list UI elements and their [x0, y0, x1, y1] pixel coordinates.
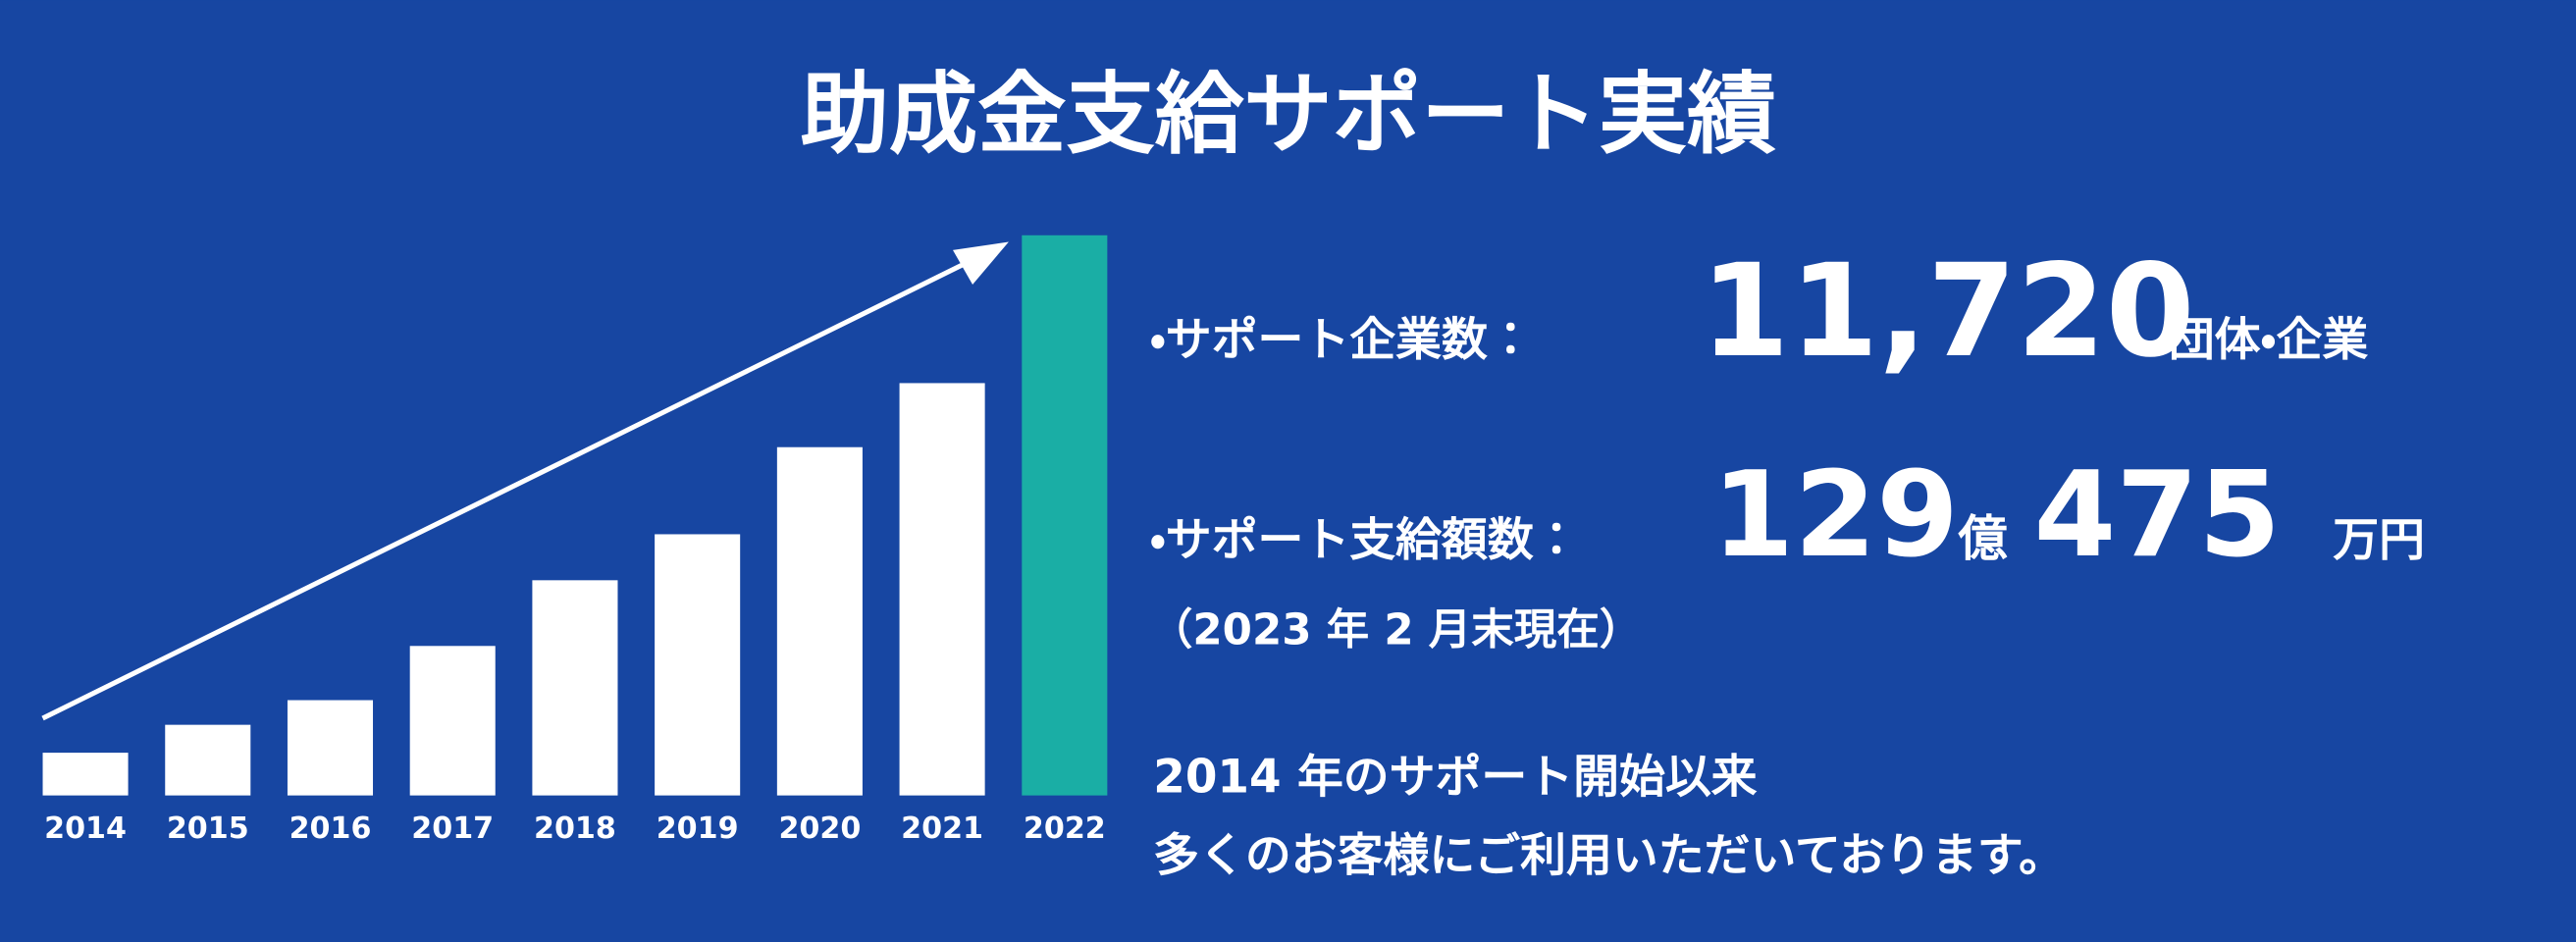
trend-arrow	[41, 241, 1009, 721]
companies-label: ・サポート企業数：	[1150, 313, 1534, 367]
x-tick-label: 2022	[1024, 811, 1106, 846]
companies-value: 11,720	[1701, 236, 2195, 386]
x-tick-label: 2014	[44, 811, 127, 846]
amount-man: 475	[2034, 446, 2282, 584]
bar	[409, 646, 496, 796]
x-tick-label: 2015	[167, 811, 249, 846]
x-tick-label: 2019	[657, 811, 739, 846]
amount-label: ・サポート支給額数：	[1150, 513, 1580, 567]
bar-chart: 2014 2015 2016 2017 2018 2019 2020 2021 2022	[42, 235, 1108, 846]
x-tick-label: 2021	[901, 811, 983, 846]
amount-oku-unit: 億	[1958, 509, 2008, 567]
title: 助成金支給サポート実績	[800, 64, 1776, 167]
bar	[287, 700, 374, 796]
message-line: 多くのお客様にご利用いただいております。	[1153, 829, 2065, 883]
bar	[899, 383, 985, 796]
x-tick-label: 2016	[289, 811, 372, 846]
amount-oku: 129	[1711, 446, 1959, 584]
x-tick-label: 2020	[778, 811, 861, 846]
bar	[532, 580, 618, 796]
as-of: （2023 年 2 月末現在）	[1150, 606, 1642, 655]
bar	[1022, 235, 1108, 796]
bar	[42, 753, 129, 796]
bar	[776, 446, 863, 796]
message-line: 2014 年のサポート開始以来	[1153, 750, 1757, 804]
amount-man-unit: 万円	[2333, 513, 2425, 567]
x-tick-label: 2018	[534, 811, 616, 846]
bar	[165, 724, 251, 796]
x-tick-label: 2017	[411, 811, 494, 846]
companies-unit: 団体・企業	[2169, 313, 2369, 367]
bar	[655, 534, 741, 796]
